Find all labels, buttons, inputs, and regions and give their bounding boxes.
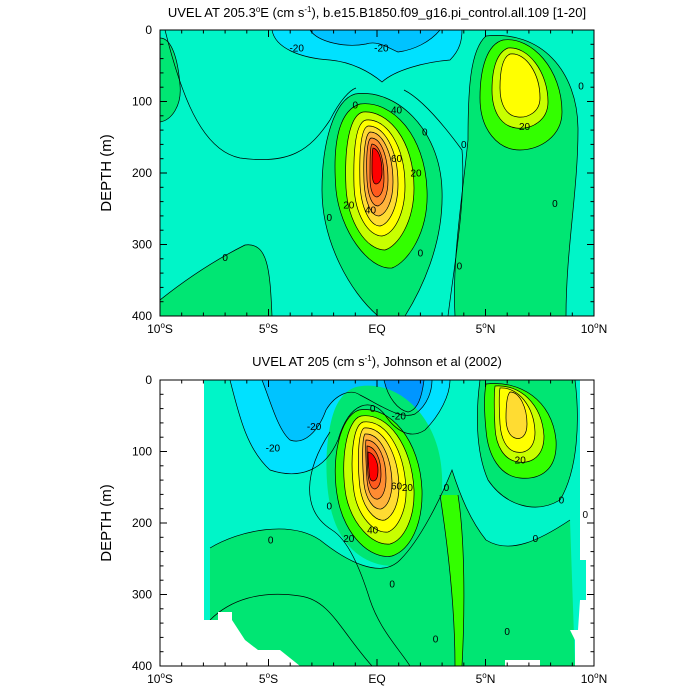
y-axis-label-observations: DEPTH (m): [98, 484, 115, 562]
x-tick-label-observations-1: 5oS: [259, 671, 278, 686]
contour-label-observations-14: 0: [533, 534, 539, 545]
contour-label-observations-4: 20: [402, 483, 414, 494]
contour-label-observations-5: 60: [391, 481, 403, 492]
contour-label-observations-16: 0: [433, 634, 439, 645]
contour-label-observations-9: 0: [268, 536, 274, 547]
contour-label-model-8: 40: [365, 206, 377, 217]
y-tick-label-observations-4: 400: [132, 659, 152, 673]
y-axis-label-model: DEPTH (m): [98, 134, 115, 212]
contour-label-model-13: 0: [461, 140, 467, 151]
contour-label-observations-13: 0: [583, 510, 589, 521]
x-tick-label-observations-4: 10oN: [581, 671, 607, 686]
x-tick-label-model-3: 5oN: [476, 321, 496, 336]
contour-label-observations-7: 20: [343, 534, 355, 545]
contour-label-model-11: 0: [418, 249, 424, 260]
chart-panel-observations: UVEL AT 205 (cm s-1), Johnson et al (200…: [98, 354, 607, 686]
y-tick-label-model-2: 200: [132, 166, 152, 180]
contour-label-model-16: 0: [552, 199, 558, 210]
contour-field-model: -20 -20 0 0 40 60 20 20 40 0 0 0 0 0 20 0 0: [160, 30, 594, 316]
chart-panel-model: UVEL AT 205.3oE (cm s-1), b.e15.B1850.f0…: [98, 5, 607, 336]
y-tick-label-observations-3: 300: [132, 588, 152, 602]
y-tick-label-model-3: 300: [132, 238, 152, 252]
x-tick-label-model-2: EQ: [368, 322, 385, 336]
contour-label-model-3: 0: [422, 128, 428, 139]
y-tick-label-model-1: 100: [132, 95, 152, 109]
contour-label-model-10: 0: [222, 253, 228, 264]
contour-label-observations-0: -20: [266, 443, 281, 454]
contour-label-model-12: 0: [457, 261, 463, 272]
x-tick-label-observations-2: EQ: [368, 672, 385, 686]
contour-label-observations-2: 0: [370, 404, 376, 415]
contour-label-model-1: -20: [374, 43, 389, 54]
chart-title-model: UVEL AT 205.3oE (cm s-1), b.e15.B1850.f0…: [168, 5, 586, 20]
contour-label-model-15: 0: [578, 81, 584, 92]
contour-label-observations-1: -20: [307, 422, 322, 433]
y-tick-label-model-0: 0: [145, 23, 152, 37]
y-tick-label-observations-0: 0: [145, 373, 152, 387]
contour-label-observations-6: 40: [367, 526, 379, 537]
contour-label-observations-12: 0: [559, 496, 565, 507]
contour-label-observations-15: 0: [389, 579, 395, 590]
contour-label-observations-8: 0: [326, 501, 332, 512]
contour-label-model-0: -20: [289, 43, 304, 54]
y-tick-label-observations-2: 200: [132, 516, 152, 530]
contour-label-model-9: 0: [326, 213, 332, 224]
x-tick-label-model-1: 5oS: [259, 321, 278, 336]
contour-label-model-6: 20: [410, 169, 422, 180]
contour-label-model-2: 0: [353, 101, 359, 112]
contour-label-observations-17: 0: [504, 627, 510, 638]
contour-label-model-4: 40: [391, 106, 403, 117]
y-tick-label-observations-1: 100: [132, 445, 152, 459]
contour-label-model-14: 20: [519, 122, 531, 133]
chart-title-observations: UVEL AT 205 (cm s-1), Johnson et al (200…: [252, 354, 502, 369]
contour-label-observations-11: 20: [515, 456, 527, 467]
x-tick-label-model-4: 10oN: [581, 321, 607, 336]
contour-label-observations-10: 0: [444, 483, 450, 494]
contour-label-observations-3: -20: [391, 411, 406, 422]
y-tick-label-model-4: 400: [132, 309, 152, 323]
x-tick-label-model-0: 10oS: [147, 321, 173, 336]
contour-label-model-7: 20: [343, 201, 355, 212]
x-tick-label-observations-3: 5oN: [476, 671, 496, 686]
x-tick-label-observations-0: 10oS: [147, 671, 173, 686]
contour-label-model-5: 60: [391, 154, 403, 165]
